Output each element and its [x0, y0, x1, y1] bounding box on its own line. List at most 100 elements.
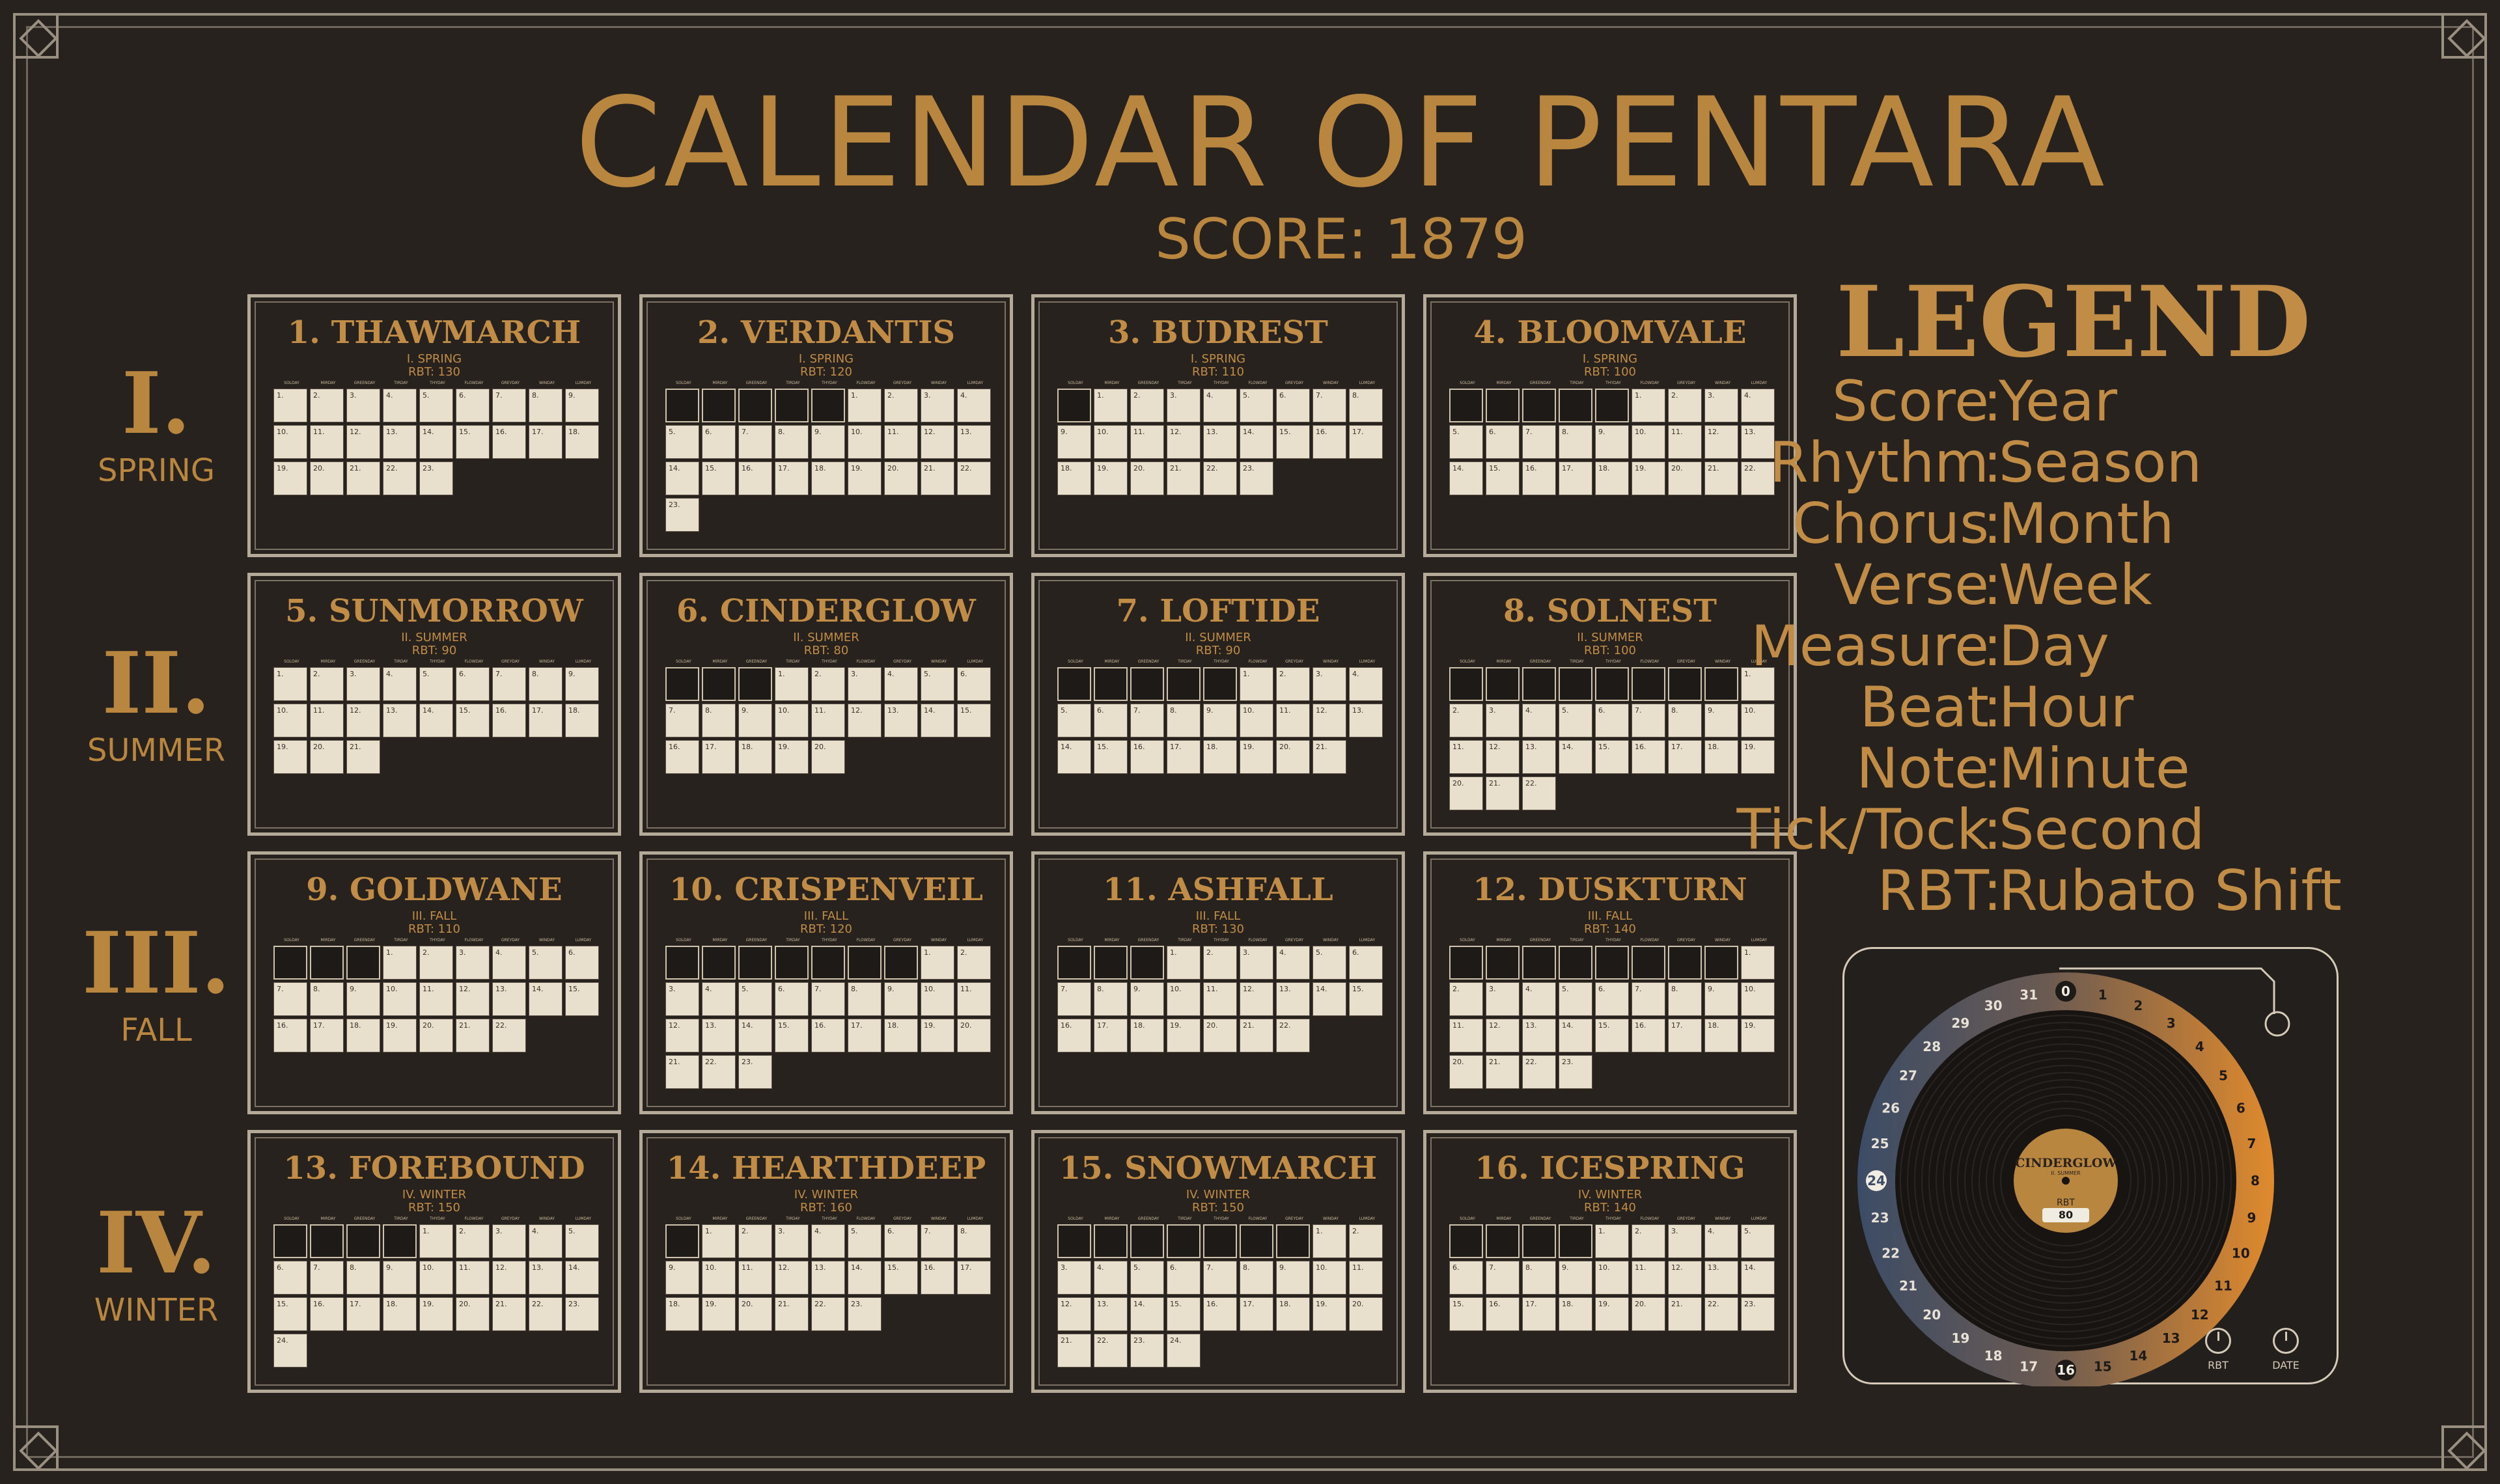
- day-cell[interactable]: 12.: [346, 425, 380, 459]
- day-cell[interactable]: 21.: [1486, 1055, 1520, 1089]
- day-cell[interactable]: 7.: [1632, 704, 1665, 737]
- day-cell[interactable]: 23.: [1130, 1334, 1164, 1367]
- day-cell[interactable]: 10.: [1312, 1261, 1346, 1295]
- day-cell[interactable]: 14.: [848, 1261, 882, 1295]
- day-cell[interactable]: 14.: [1741, 1261, 1775, 1295]
- day-cell[interactable]: 3.: [848, 667, 882, 701]
- day-cell[interactable]: 14.: [1130, 1297, 1164, 1331]
- day-cell[interactable]: 19.: [775, 740, 809, 774]
- day-cell[interactable]: 7.: [1486, 1261, 1520, 1295]
- day-cell[interactable]: 17.: [775, 461, 809, 495]
- day-cell[interactable]: 22.: [957, 461, 991, 495]
- day-cell[interactable]: 7.: [811, 982, 845, 1016]
- day-cell[interactable]: 22.: [1094, 1334, 1128, 1367]
- day-cell[interactable]: 4.: [529, 1224, 562, 1258]
- day-cell[interactable]: 6.: [957, 667, 991, 701]
- day-cell[interactable]: 6.: [565, 946, 599, 980]
- day-cell[interactable]: 22.: [811, 1297, 845, 1331]
- day-cell[interactable]: 13.: [884, 704, 918, 737]
- day-cell[interactable]: 22.: [1522, 776, 1556, 810]
- day-cell[interactable]: 13.: [383, 704, 417, 737]
- day-cell[interactable]: 12.: [775, 1261, 809, 1295]
- day-cell[interactable]: 22.: [1203, 461, 1237, 495]
- day-cell[interactable]: 20.: [1449, 776, 1483, 810]
- day-cell[interactable]: 5.: [529, 946, 562, 980]
- day-cell[interactable]: 6.: [1094, 704, 1128, 737]
- day-cell[interactable]: 10.: [921, 982, 954, 1016]
- day-cell[interactable]: 23.: [848, 1297, 882, 1331]
- day-cell[interactable]: 20.: [811, 740, 845, 774]
- day-cell[interactable]: 6.: [1449, 1261, 1483, 1295]
- day-cell[interactable]: 6.: [273, 1261, 307, 1295]
- day-cell[interactable]: 8.: [775, 425, 809, 459]
- day-cell[interactable]: 8.: [702, 704, 736, 737]
- day-cell[interactable]: 9.: [565, 667, 599, 701]
- day-cell[interactable]: 17.: [702, 740, 736, 774]
- day-cell[interactable]: 6.: [884, 1224, 918, 1258]
- day-cell[interactable]: 17.: [310, 1019, 344, 1052]
- day-cell[interactable]: 2.: [310, 389, 344, 422]
- day-cell[interactable]: 3.: [1312, 667, 1346, 701]
- day-cell[interactable]: 11.: [811, 704, 845, 737]
- day-cell[interactable]: 5.: [1240, 389, 1273, 422]
- day-cell[interactable]: 17.: [1559, 461, 1592, 495]
- day-cell[interactable]: 6.: [1167, 1261, 1201, 1295]
- day-cell[interactable]: 12.: [921, 425, 954, 459]
- day-cell[interactable]: 10.: [1632, 425, 1665, 459]
- day-cell[interactable]: 21.: [1167, 461, 1201, 495]
- day-cell[interactable]: 13.: [957, 425, 991, 459]
- day-cell[interactable]: 3.: [456, 946, 490, 980]
- day-cell[interactable]: 19.: [1595, 1297, 1629, 1331]
- day-cell[interactable]: 23.: [419, 461, 453, 495]
- day-cell[interactable]: 10.: [1741, 982, 1775, 1016]
- day-cell[interactable]: 14.: [921, 704, 954, 737]
- day-cell[interactable]: 19.: [419, 1297, 453, 1331]
- day-cell[interactable]: 13.: [529, 1261, 562, 1295]
- day-cell[interactable]: 3.: [1704, 389, 1738, 422]
- day-cell[interactable]: 20.: [1349, 1297, 1383, 1331]
- day-cell[interactable]: 11.: [738, 1261, 772, 1295]
- day-cell[interactable]: 8.: [1167, 704, 1201, 737]
- day-cell[interactable]: 20.: [1449, 1055, 1483, 1089]
- day-cell[interactable]: 19.: [1167, 1019, 1201, 1052]
- day-cell[interactable]: 16.: [1130, 740, 1164, 774]
- day-cell[interactable]: 5.: [1741, 1224, 1775, 1258]
- day-cell[interactable]: 9.: [665, 1261, 699, 1295]
- day-cell[interactable]: 23.: [738, 1055, 772, 1089]
- day-cell[interactable]: 7.: [921, 1224, 954, 1258]
- day-cell[interactable]: 9.: [1559, 1261, 1592, 1295]
- day-cell[interactable]: 10.: [848, 425, 882, 459]
- day-cell[interactable]: 7.: [1522, 425, 1556, 459]
- day-cell[interactable]: 1.: [1312, 1224, 1346, 1258]
- day-cell[interactable]: 7.: [273, 982, 307, 1016]
- day-cell[interactable]: 15.: [1349, 982, 1383, 1016]
- day-cell[interactable]: 10.: [419, 1261, 453, 1295]
- day-cell[interactable]: 9.: [1704, 982, 1738, 1016]
- day-cell[interactable]: 15.: [1595, 1019, 1629, 1052]
- day-cell[interactable]: 8.: [1559, 425, 1592, 459]
- day-cell[interactable]: 7.: [492, 389, 526, 422]
- day-cell[interactable]: 5.: [419, 667, 453, 701]
- day-cell[interactable]: 7.: [1312, 389, 1346, 422]
- day-cell[interactable]: 2.: [884, 389, 918, 422]
- day-cell[interactable]: 7.: [665, 704, 699, 737]
- day-cell[interactable]: 13.: [702, 1019, 736, 1052]
- day-cell[interactable]: 17.: [1668, 740, 1702, 774]
- day-cell[interactable]: 9.: [1595, 425, 1629, 459]
- day-cell[interactable]: 7.: [1203, 1261, 1237, 1295]
- day-cell[interactable]: 19.: [273, 461, 307, 495]
- day-cell[interactable]: 20.: [1668, 461, 1702, 495]
- day-cell[interactable]: 7.: [310, 1261, 344, 1295]
- day-cell[interactable]: 9.: [1130, 982, 1164, 1016]
- day-cell[interactable]: 15.: [957, 704, 991, 737]
- day-cell[interactable]: 13.: [383, 425, 417, 459]
- day-cell[interactable]: 4.: [1349, 667, 1383, 701]
- day-cell[interactable]: 16.: [1057, 1019, 1091, 1052]
- day-cell[interactable]: 19.: [1632, 461, 1665, 495]
- day-cell[interactable]: 18.: [565, 704, 599, 737]
- day-cell[interactable]: 16.: [738, 461, 772, 495]
- day-cell[interactable]: 1.: [1741, 946, 1775, 980]
- day-cell[interactable]: 9.: [565, 389, 599, 422]
- day-cell[interactable]: 2.: [1203, 946, 1237, 980]
- day-cell[interactable]: 11.: [1349, 1261, 1383, 1295]
